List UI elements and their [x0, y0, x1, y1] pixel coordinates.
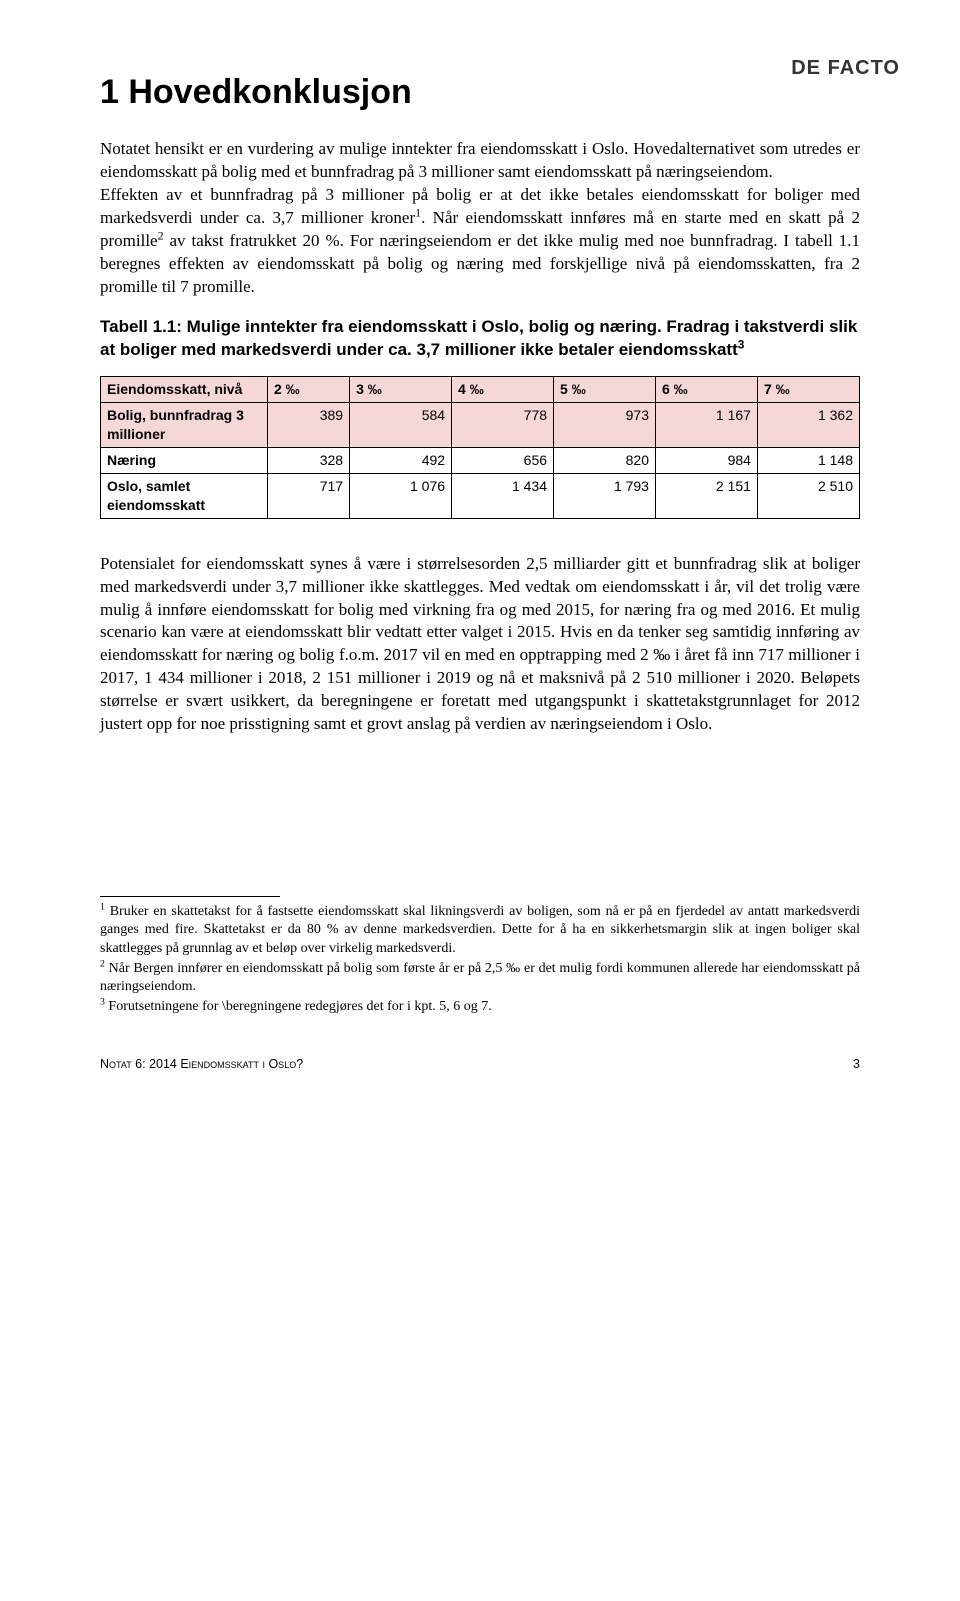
- conclusion-paragraph: Potensialet for eiendomsskatt synes å væ…: [100, 553, 860, 737]
- table-header-cell: Eiendomsskatt, nivå: [101, 377, 268, 403]
- row-label: Næring: [101, 448, 268, 474]
- table-cell: 584: [350, 403, 452, 448]
- table-caption: Tabell 1.1: Mulige inntekter fra eiendom…: [100, 316, 860, 362]
- footnote-1: 1 Bruker en skattetakst for å fastsette …: [100, 903, 860, 958]
- footnote-text: Når Bergen innfører en eiendomsskatt på …: [100, 961, 860, 994]
- page-footer: Notat 6: 2014 Eiendomsskatt i Oslo? 3: [100, 1056, 860, 1073]
- table-header-cell: 5 ‰: [554, 377, 656, 403]
- footnote-number: 1: [100, 902, 105, 913]
- footnote-text: Forutsetningene for \beregningene redegj…: [108, 999, 491, 1014]
- table-row: Næring 328 492 656 820 984 1 148: [101, 448, 860, 474]
- table-cell: 820: [554, 448, 656, 474]
- table-cell: 1 076: [350, 473, 452, 518]
- revenue-table: Eiendomsskatt, nivå 2 ‰ 3 ‰ 4 ‰ 5 ‰ 6 ‰ …: [100, 376, 860, 518]
- footnote-ref-3: 3: [738, 338, 745, 352]
- table-cell: 1 793: [554, 473, 656, 518]
- footnote-number: 3: [100, 996, 105, 1007]
- intro-paragraph: Notatet hensikt er en vurdering av mulig…: [100, 138, 860, 299]
- table-row: Oslo, samlet eiendomsskatt 717 1 076 1 4…: [101, 473, 860, 518]
- table-cell: 389: [267, 403, 349, 448]
- table-cell: 778: [452, 403, 554, 448]
- table-header-row: Eiendomsskatt, nivå 2 ‰ 3 ‰ 4 ‰ 5 ‰ 6 ‰ …: [101, 377, 860, 403]
- footer-title: Notat 6: 2014 Eiendomsskatt i Oslo?: [100, 1057, 303, 1071]
- table-header-cell: 2 ‰: [267, 377, 349, 403]
- row-label: Oslo, samlet eiendomsskatt: [101, 473, 268, 518]
- row-label: Bolig, bunnfradrag 3 millioner: [101, 403, 268, 448]
- table-cell: 973: [554, 403, 656, 448]
- page-heading: 1 Hovedkonklusjon: [100, 70, 860, 116]
- table-row: Bolig, bunnfradrag 3 millioner 389 584 7…: [101, 403, 860, 448]
- table-cell: 328: [267, 448, 349, 474]
- footnote-number: 2: [100, 958, 105, 969]
- table-cell: 492: [350, 448, 452, 474]
- table-header-cell: 3 ‰: [350, 377, 452, 403]
- table-cell: 1 148: [757, 448, 859, 474]
- footnote-separator: [100, 896, 280, 897]
- table-header-cell: 4 ‰: [452, 377, 554, 403]
- table-header-cell: 7 ‰: [757, 377, 859, 403]
- footnote-3: 3 Forutsetningene for \beregningene rede…: [100, 998, 860, 1016]
- table-cell: 1 434: [452, 473, 554, 518]
- table-cell: 2 510: [757, 473, 859, 518]
- para-text: av takst fratrukket 20 %. For næringseie…: [100, 231, 860, 296]
- para-text: Notatet hensikt er en vurdering av mulig…: [100, 139, 860, 181]
- table-cell: 1 167: [655, 403, 757, 448]
- footnote-text: Bruker en skattetakst for å fastsette ei…: [100, 904, 860, 955]
- table-cell: 656: [452, 448, 554, 474]
- footnote-2: 2 Når Bergen innfører en eiendomsskatt p…: [100, 960, 860, 996]
- table-cell: 2 151: [655, 473, 757, 518]
- table-cell: 1 362: [757, 403, 859, 448]
- table-cell: 717: [267, 473, 349, 518]
- table-header-cell: 6 ‰: [655, 377, 757, 403]
- brand-logo: DE FACTO: [791, 55, 900, 82]
- table-cell: 984: [655, 448, 757, 474]
- page-number: 3: [853, 1056, 860, 1073]
